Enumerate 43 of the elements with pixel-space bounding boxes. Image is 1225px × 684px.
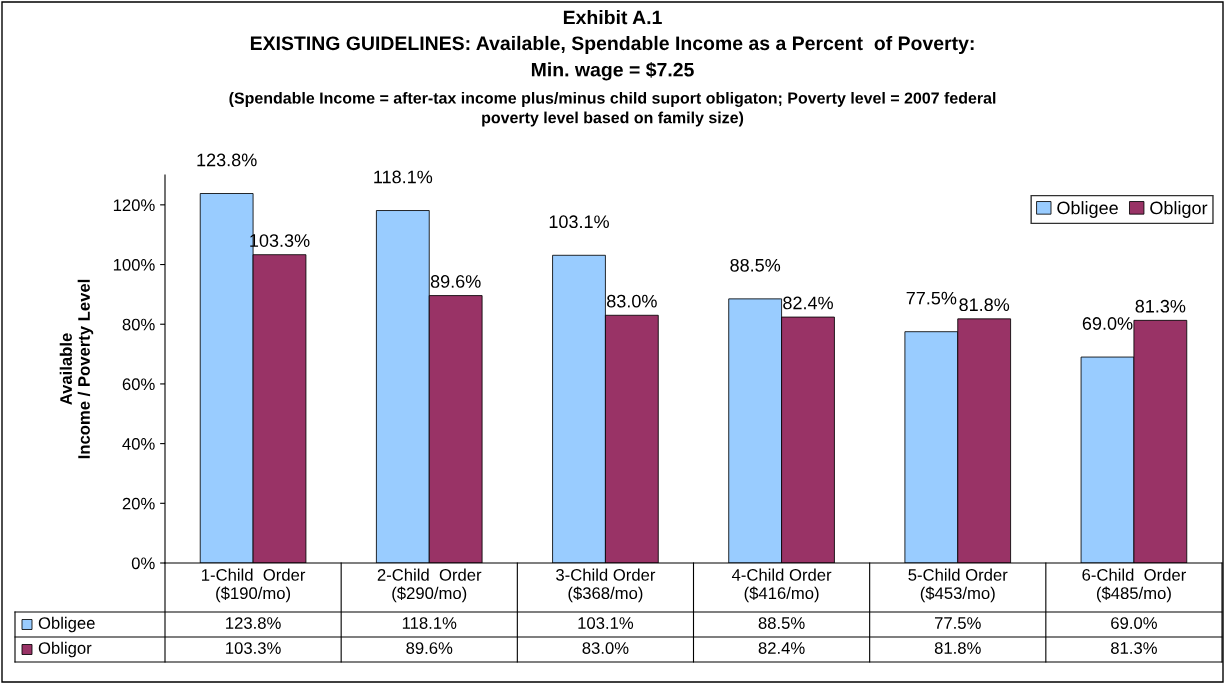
y-axis-title: Available Income / Poverty Level: [59, 279, 94, 459]
x-tick-label: 2-Child Order ($290/mo): [377, 568, 482, 603]
y-tick-label: 60%: [122, 378, 155, 391]
chart-subtitle: (Spendable Income = after-tax income plus/minus child suport obligaton; Poverty level = 2007 federal poverty level based on family size): [229, 92, 996, 127]
x-tick-label: 5-Child Order ($453/mo): [908, 568, 1008, 603]
x-tick-label: 3-Child Order ($368/mo): [556, 568, 656, 603]
legend-label: Obligee: [1057, 201, 1118, 218]
text: 69.0%: [1082, 317, 1133, 330]
text: 123.8%: [197, 153, 257, 167]
data-label: 81.8%: [934, 642, 981, 654]
y-tick-label: 120%: [113, 199, 155, 212]
data-label: 103.1%: [578, 617, 634, 629]
y-tick-label: 100%: [113, 258, 155, 271]
text: Obligee: [38, 616, 95, 633]
text: Obligor: [38, 641, 92, 658]
data-label: 123.8%: [226, 617, 281, 629]
data-label: 69.0%: [1111, 617, 1157, 629]
y-tick-label: 40%: [122, 438, 155, 450]
y-tick-label: 80%: [122, 318, 155, 331]
legend-label: Obligor: [1150, 201, 1208, 218]
data-label: 83.0%: [582, 642, 629, 654]
data-label: 89.6%: [406, 642, 453, 654]
text: 89.6%: [430, 275, 481, 288]
text: 81.8%: [959, 298, 1010, 312]
text: 77.5%: [906, 291, 957, 305]
text: 82.4%: [783, 296, 833, 310]
text: 88.5%: [730, 258, 781, 272]
text: 103.1%: [549, 215, 609, 229]
data-label: 88.5%: [758, 617, 805, 629]
x-tick-label: 4-Child Order ($416/mo): [731, 568, 832, 603]
data-label: 77.5%: [934, 617, 981, 629]
chart-title: Exhibit A.1 EXISTING GUIDELINES: Available, Spendable Income as a Percent of Poverty: Min. wage = $7.25: [250, 10, 974, 81]
text: 81.3%: [1135, 299, 1186, 313]
text: 83.0%: [607, 294, 657, 308]
data-label: 118.1%: [402, 617, 457, 629]
y-tick-label: 20%: [122, 497, 155, 510]
data-label: 82.4%: [758, 642, 805, 654]
data-label: 103.3%: [226, 642, 281, 654]
x-tick-label: 1-Child Order ($190/mo): [202, 568, 306, 603]
y-tick-label: 0%: [131, 557, 155, 570]
data-label: 81.3%: [1111, 642, 1157, 654]
x-tick-label: 6-Child Order ($485/mo): [1082, 568, 1186, 603]
text: 118.1%: [374, 170, 433, 184]
